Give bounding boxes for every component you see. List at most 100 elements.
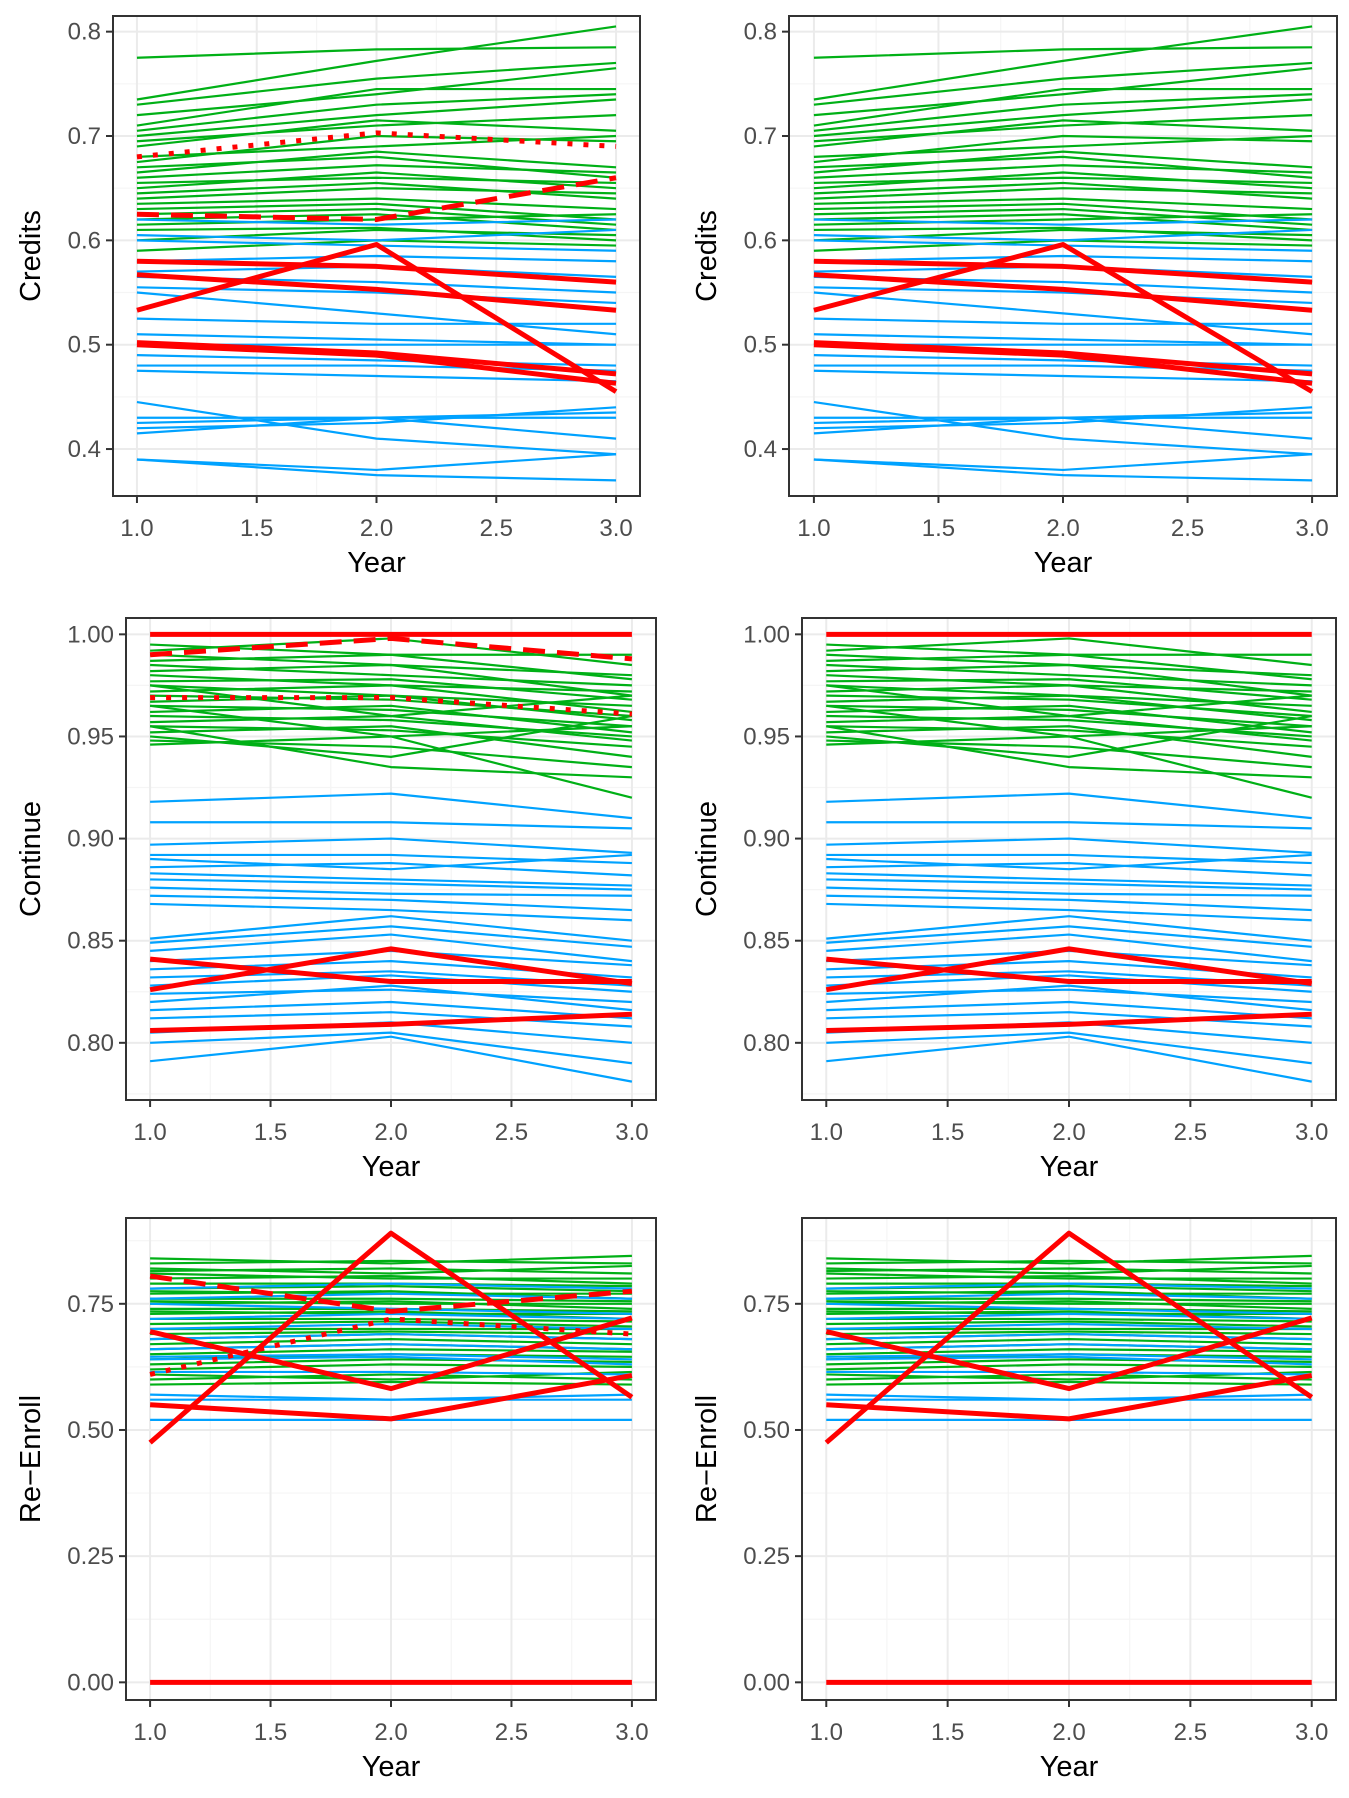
blue-series-line bbox=[150, 1332, 632, 1341]
green-series-line bbox=[150, 1373, 632, 1381]
y-axis-title: Continue bbox=[691, 801, 723, 917]
y-tick-label: 0.6 bbox=[68, 227, 101, 254]
blue-series-line bbox=[826, 974, 1312, 993]
green-series-line bbox=[813, 171, 1313, 190]
axes: 1.0 1.5 2.0 2.5 3.0 0.4 0.5 0.6 0.7 0.8 bbox=[744, 19, 1329, 542]
green-series-line bbox=[826, 725, 1312, 748]
blue-series-line bbox=[150, 878, 632, 891]
green-series-line bbox=[813, 150, 1313, 174]
y-tick-label: 0.75 bbox=[67, 1291, 114, 1318]
green-series-line bbox=[826, 678, 1312, 701]
x-tick-label: 1.5 bbox=[931, 1719, 964, 1746]
x-tick-label: 2.5 bbox=[480, 515, 513, 542]
x-tick-label: 3.0 bbox=[615, 1719, 648, 1746]
green-series-line bbox=[826, 1330, 1312, 1336]
x-tick-label: 3.0 bbox=[615, 1119, 648, 1146]
green-series-line bbox=[826, 653, 1312, 681]
green-series-line bbox=[150, 704, 632, 728]
blue-series-line bbox=[826, 1343, 1312, 1351]
blue-series-line bbox=[136, 416, 617, 440]
green-series-line bbox=[150, 1274, 632, 1285]
axes: 1.0 1.5 2.0 2.5 3.0 0.80 0.85 0.90 0.95 1.00 bbox=[67, 621, 648, 1146]
blue-series-line bbox=[826, 1355, 1312, 1366]
blue-series-line bbox=[826, 1322, 1312, 1331]
green-series-line bbox=[150, 1300, 632, 1310]
green-series-line bbox=[813, 213, 1313, 226]
x-axis-title: Year bbox=[362, 1151, 421, 1183]
blue-series-line bbox=[826, 821, 1312, 830]
red-solid-series-line bbox=[150, 1011, 633, 1034]
series-group bbox=[825, 631, 1313, 1083]
blue-series-line bbox=[150, 984, 633, 1012]
green-series-line bbox=[150, 704, 633, 734]
y-tick-label: 0.8 bbox=[744, 19, 777, 46]
x-tick-label: 3.0 bbox=[1295, 515, 1328, 542]
y-tick-label: 0.00 bbox=[67, 1669, 114, 1696]
green-series-line bbox=[150, 725, 633, 758]
red-solid-series-line bbox=[136, 342, 617, 386]
blue-series-line bbox=[813, 228, 1313, 242]
green-series-line bbox=[826, 704, 1312, 734]
red-solid-series-line bbox=[149, 946, 633, 993]
y-tick-label: 0.90 bbox=[743, 826, 790, 853]
x-tick-label: 2.0 bbox=[374, 1119, 407, 1146]
blue-series-line bbox=[150, 837, 632, 854]
blue-series-line bbox=[150, 1011, 632, 1028]
x-tick-label: 1.0 bbox=[810, 1119, 843, 1146]
x-tick-label: 1.0 bbox=[133, 1719, 166, 1746]
blue-series-line bbox=[813, 291, 1313, 336]
y-tick-label: 0.4 bbox=[68, 436, 101, 463]
y-axis-title: Re−Enroll bbox=[691, 1395, 723, 1523]
blue-series-line bbox=[150, 1292, 632, 1300]
x-tick-label: 3.0 bbox=[1295, 1119, 1328, 1146]
blue-series-line bbox=[136, 400, 617, 456]
blue-series-line bbox=[826, 1000, 1312, 1020]
x-tick-label: 1.0 bbox=[120, 515, 153, 542]
red-dotted-series-line bbox=[136, 130, 617, 160]
green-series-line bbox=[150, 1267, 632, 1275]
blue-series-line bbox=[813, 254, 1313, 263]
blue-series-line bbox=[150, 821, 632, 830]
x-tick-label: 1.5 bbox=[254, 1719, 287, 1746]
blue-series-line bbox=[826, 792, 1312, 820]
blue-series-line bbox=[813, 354, 1313, 367]
series-group bbox=[148, 1230, 634, 1685]
series-group bbox=[149, 631, 633, 1083]
green-series-line bbox=[150, 725, 632, 748]
red-solid-series-line bbox=[149, 956, 632, 985]
y-axis-title: Re−Enroll bbox=[15, 1395, 47, 1523]
green-series-line bbox=[136, 202, 617, 221]
red-dashed-series-line bbox=[136, 175, 617, 222]
blue-series-line bbox=[150, 974, 632, 993]
green-series-line bbox=[813, 114, 1313, 143]
blue-series-line bbox=[813, 400, 1313, 456]
x-tick-label: 2.5 bbox=[1171, 515, 1204, 542]
green-series-line bbox=[149, 704, 632, 738]
red-solid-series-line bbox=[149, 1315, 633, 1392]
x-tick-label: 1.5 bbox=[931, 1119, 964, 1146]
green-series-line bbox=[136, 187, 617, 200]
y-tick-label: 0.50 bbox=[67, 1417, 114, 1444]
red-solid-series-line bbox=[136, 272, 617, 313]
x-tick-label: 2.0 bbox=[1052, 1719, 1085, 1746]
blue-series-line bbox=[150, 1312, 632, 1321]
green-series-line bbox=[136, 207, 617, 226]
green-series-line bbox=[136, 67, 617, 117]
green-series-line bbox=[826, 663, 1312, 697]
blue-series-line bbox=[826, 878, 1312, 891]
green-series-line bbox=[813, 207, 1313, 226]
blue-series-line bbox=[826, 1011, 1312, 1028]
chart-panel-middle-left: 1.0 1.5 2.0 2.5 3.0 0.80 0.85 0.90 0.95 1.00 Year C… bbox=[15, 617, 657, 1183]
blue-series-line bbox=[826, 988, 1312, 1004]
red-dashed-series-line bbox=[149, 635, 633, 662]
chart-panel-top-right: 1.0 1.5 2.0 2.5 3.0 0.4 0.5 0.6 0.7 0.8 Year Credit… bbox=[691, 15, 1338, 579]
blue-series-line bbox=[826, 1035, 1312, 1083]
axes: 1.0 1.5 2.0 2.5 3.0 0.80 0.85 0.90 0.95 1.00 bbox=[743, 621, 1328, 1146]
y-tick-label: 0.95 bbox=[67, 723, 114, 750]
blue-series-line bbox=[826, 837, 1312, 854]
green-series-line bbox=[826, 1254, 1312, 1265]
blue-series-line bbox=[150, 792, 633, 820]
blue-series-line bbox=[826, 915, 1312, 942]
green-series-line bbox=[826, 714, 1312, 738]
blue-series-line bbox=[149, 1035, 633, 1083]
